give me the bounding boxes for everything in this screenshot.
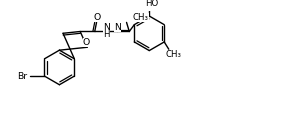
Text: N: N [103, 23, 110, 32]
Text: O: O [94, 13, 101, 22]
Text: HO: HO [146, 0, 159, 8]
Text: O: O [83, 38, 90, 47]
Text: CH₃: CH₃ [165, 50, 181, 59]
Text: CH₃: CH₃ [133, 13, 149, 22]
Text: N: N [114, 23, 121, 32]
Text: Br: Br [17, 72, 27, 81]
Text: H: H [103, 30, 110, 39]
